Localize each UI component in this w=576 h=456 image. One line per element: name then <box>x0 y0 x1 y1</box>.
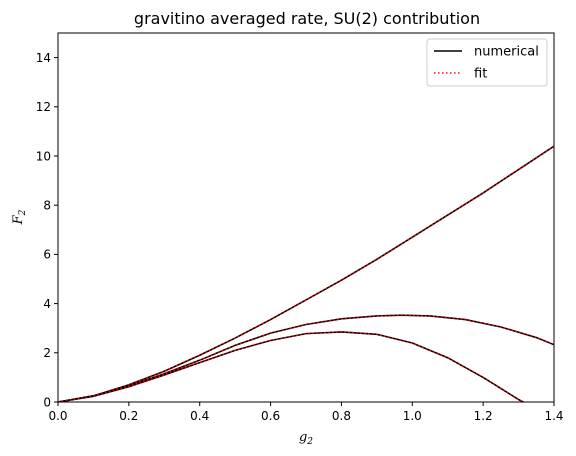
plot-frame <box>57 32 555 403</box>
y-tick-label: 14 <box>36 51 51 65</box>
y-tick-label: 0 <box>43 395 51 409</box>
y-tick-label: 8 <box>43 199 51 213</box>
fit-curve-2 <box>58 314 554 402</box>
x-axis-label-sub: 2 <box>306 437 313 447</box>
x-tick-label: 1.4 <box>544 409 563 423</box>
x-tick-label: 0.8 <box>332 409 351 423</box>
y-axis-label-sub: 2 <box>18 209 28 216</box>
y-tick-label: 6 <box>43 248 51 262</box>
x-tick-label: 1.2 <box>474 409 493 423</box>
y-tick-label: 12 <box>36 100 51 114</box>
fit-curve-1 <box>58 145 554 402</box>
x-axis-ticks: 0.0 0.2 0.4 0.6 0.8 1.0 1.2 1.4 <box>48 402 564 423</box>
y-axis-ticks: 0 2 4 6 8 10 12 14 <box>36 51 58 409</box>
x-tick-label: 0.6 <box>261 409 280 423</box>
x-tick-label: 0.2 <box>119 409 138 423</box>
legend-label-fit: fit <box>474 67 487 82</box>
y-axis-label-base: F <box>11 214 26 225</box>
y-axis-label: F2 <box>11 209 28 225</box>
fit-curve-3 <box>58 331 525 402</box>
x-tick-label: 0.4 <box>190 409 209 423</box>
numerical-curve-2 <box>58 314 554 402</box>
y-tick-label: 10 <box>36 149 51 163</box>
x-tick-label: 1.0 <box>403 409 422 423</box>
curves <box>58 145 554 402</box>
x-axis-label-base: g <box>299 430 307 445</box>
numerical-curve-1 <box>58 145 554 402</box>
numerical-curve-3 <box>58 331 526 402</box>
y-tick-label: 2 <box>43 346 51 360</box>
y-tick-label: 4 <box>43 297 51 311</box>
chart-title: gravitino averaged rate, SU(2) contribut… <box>134 9 480 28</box>
legend: numerical fit <box>426 38 548 87</box>
x-axis-label: g2 <box>299 430 313 447</box>
x-tick-label: 0.0 <box>48 409 67 423</box>
legend-label-numerical: numerical <box>474 45 539 60</box>
